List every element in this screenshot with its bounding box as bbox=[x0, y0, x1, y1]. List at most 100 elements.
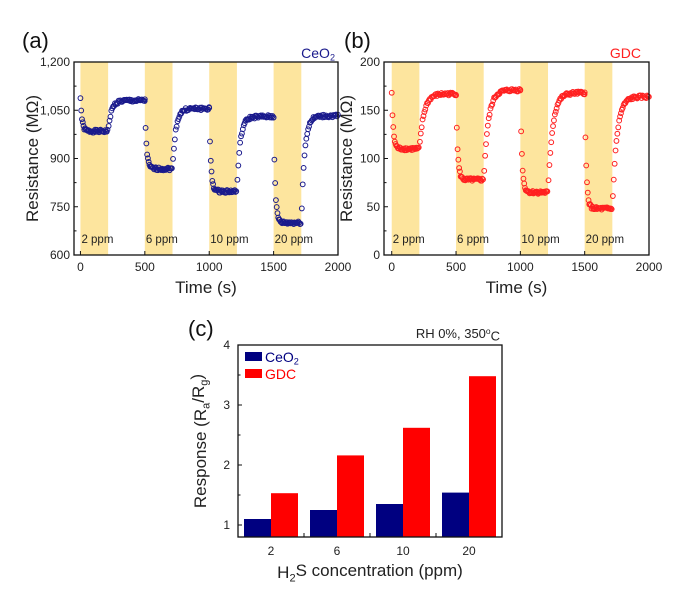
data-point bbox=[142, 124, 149, 131]
concentration-label: 20 ppm bbox=[275, 234, 313, 246]
concentration-label: 6 ppm bbox=[146, 234, 178, 246]
x-tick-label: 1500 bbox=[571, 260, 598, 274]
panel-label: (a) bbox=[22, 28, 49, 53]
concentration-label: 2 ppm bbox=[81, 234, 113, 246]
y-tick-label: 4 bbox=[223, 338, 230, 352]
x-tick-label: 0 bbox=[77, 260, 84, 274]
x-tick-label: 1000 bbox=[196, 260, 223, 274]
data-point bbox=[239, 126, 246, 133]
data-point bbox=[609, 193, 616, 199]
data-point bbox=[272, 180, 279, 186]
data-point bbox=[455, 156, 462, 163]
data-point bbox=[207, 138, 213, 145]
data-point bbox=[236, 149, 243, 156]
y-tick-label: 600 bbox=[50, 248, 70, 262]
y-tick-label: 50 bbox=[367, 200, 381, 214]
data-point bbox=[519, 150, 525, 157]
data-point bbox=[171, 136, 178, 143]
data-point bbox=[270, 114, 277, 121]
data-point bbox=[485, 115, 492, 122]
data-point bbox=[482, 152, 489, 159]
data-point bbox=[79, 116, 85, 123]
data-point bbox=[617, 113, 623, 120]
x-axis-label: H2​S concentration (ppm) bbox=[277, 561, 463, 584]
concentration-label: 20 ppm bbox=[586, 234, 624, 246]
concentration-label: 10 ppm bbox=[521, 234, 559, 246]
data-point bbox=[618, 110, 624, 117]
x-tick-label: 500 bbox=[446, 260, 466, 274]
concentration-label: 2 ppm bbox=[393, 234, 425, 246]
data-point bbox=[642, 94, 649, 101]
legend-swatch bbox=[245, 369, 262, 378]
data-point bbox=[422, 106, 429, 113]
gas-exposure-region bbox=[209, 62, 237, 255]
data-point bbox=[518, 128, 525, 135]
data-point bbox=[171, 145, 177, 152]
data-point bbox=[273, 197, 279, 204]
panel-a: 2 ppm 6 ppm 10 ppm 20 ppm 0 500 1000 1500 2000 60… bbox=[22, 28, 352, 297]
panel-c: 2 6 10 20 1 2 3 4 CeO2​GDC RH 0%, 350o​C (c) H2​S c… bbox=[187, 316, 503, 584]
panel-b: 2 ppm 6 ppm 10 ppm 20 ppm 0 500 1000 1500 2000 0 5… bbox=[337, 28, 663, 297]
data-point bbox=[519, 167, 526, 174]
data-point bbox=[486, 111, 493, 118]
data-point bbox=[613, 138, 620, 144]
bar-gdc bbox=[337, 455, 364, 537]
data-point bbox=[390, 124, 397, 130]
concentration-label: 6 ppm bbox=[457, 234, 489, 246]
data-point bbox=[273, 204, 280, 210]
data-point bbox=[208, 168, 215, 175]
bar-gdc bbox=[271, 493, 298, 537]
data-point bbox=[582, 134, 589, 141]
x-tick-label: 6 bbox=[334, 544, 341, 558]
data-point bbox=[238, 133, 244, 140]
data-point bbox=[420, 113, 427, 119]
data-point bbox=[484, 122, 491, 129]
data-point bbox=[584, 189, 591, 196]
data-point bbox=[388, 89, 395, 96]
data-point bbox=[107, 113, 114, 120]
data-point bbox=[551, 111, 558, 118]
condition-annotation: RH 0%, 350o​C bbox=[416, 326, 500, 344]
y-tick-label: 150 bbox=[360, 103, 380, 117]
y-axis-label: Resistance (MΩ) bbox=[23, 95, 42, 222]
data-point bbox=[545, 177, 552, 184]
data-point bbox=[481, 167, 488, 174]
data-point bbox=[454, 146, 461, 153]
data-point bbox=[456, 165, 463, 171]
data-point bbox=[305, 126, 312, 133]
series-label: GDC bbox=[610, 45, 641, 61]
data-point bbox=[299, 181, 306, 188]
x-axis-label: Time (s) bbox=[175, 278, 237, 297]
data-point bbox=[303, 135, 310, 142]
legend-label: GDC bbox=[265, 366, 296, 382]
data-point bbox=[610, 176, 617, 183]
y-tick-label: 3 bbox=[223, 398, 230, 412]
panel-label: (c) bbox=[188, 316, 214, 341]
concentration-label: 10 ppm bbox=[210, 234, 248, 246]
y-tick-label: 200 bbox=[360, 55, 380, 69]
series-label: CeO2​ bbox=[301, 45, 335, 63]
panel-label: (b) bbox=[344, 28, 371, 53]
data-point bbox=[233, 188, 240, 195]
data-point bbox=[145, 155, 151, 162]
data-point bbox=[480, 176, 486, 183]
gas-exposure-region bbox=[80, 62, 109, 255]
data-point bbox=[619, 104, 626, 111]
data-point bbox=[106, 117, 113, 124]
x-tick-label: 1000 bbox=[507, 260, 534, 274]
data-point bbox=[418, 124, 425, 131]
data-point bbox=[581, 91, 588, 98]
data-point bbox=[489, 101, 496, 108]
data-point bbox=[79, 119, 86, 126]
data-point bbox=[297, 220, 304, 227]
bar-ceo2 bbox=[310, 510, 337, 537]
data-point bbox=[141, 96, 148, 103]
data-point bbox=[616, 117, 623, 124]
y-tick-label: 0 bbox=[373, 248, 380, 262]
data-point bbox=[608, 205, 614, 212]
data-point bbox=[301, 152, 308, 159]
y-tick-label: 100 bbox=[360, 152, 380, 166]
data-point bbox=[77, 95, 84, 102]
data-point bbox=[168, 165, 175, 172]
data-point bbox=[271, 156, 278, 163]
